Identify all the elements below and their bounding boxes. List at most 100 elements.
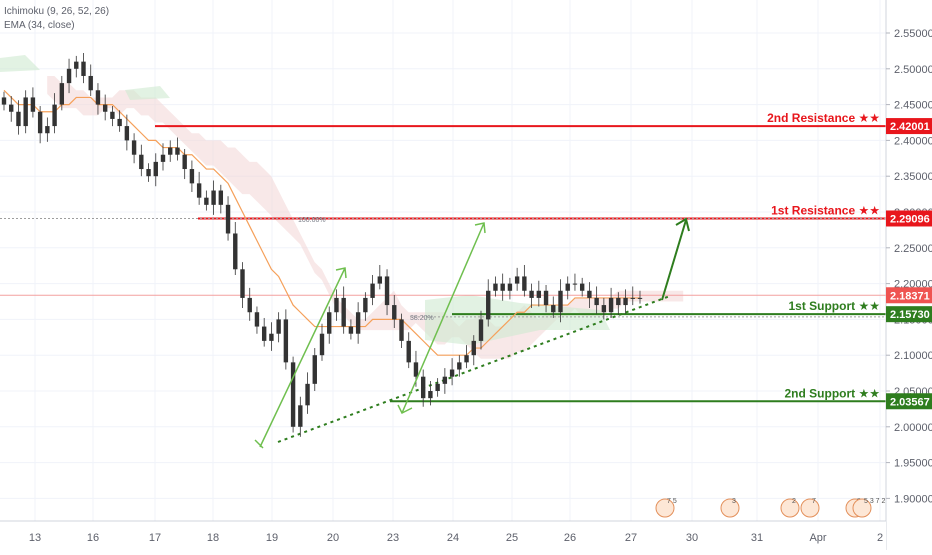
- candle: [384, 269, 390, 316]
- fib-label: 100.00%: [298, 217, 326, 224]
- price-tick-label: 2.50000: [894, 64, 932, 76]
- candle: [514, 267, 520, 291]
- economic-event-badge[interactable]: 2: [780, 498, 800, 518]
- price-tick-label: 1.95000: [894, 458, 932, 470]
- candle-body: [131, 140, 137, 155]
- candle: [117, 110, 122, 132]
- candle-body: [45, 126, 50, 134]
- candle-body: [435, 383, 440, 391]
- fib-label: 38.20%: [410, 315, 434, 322]
- economic-event-badge[interactable]: 5 3 7 2: [852, 498, 886, 518]
- candle: [363, 292, 368, 321]
- economic-event-badge[interactable]: 3: [720, 498, 740, 518]
- candle: [442, 368, 448, 394]
- candle-body: [500, 283, 505, 291]
- candle: [74, 55, 79, 78]
- candle: [572, 273, 578, 291]
- candle-body: [110, 111, 115, 119]
- candle-body: [218, 190, 224, 205]
- ema-legend[interactable]: EMA (34, close): [4, 20, 75, 31]
- candle-body: [529, 290, 534, 298]
- candle: [420, 369, 426, 407]
- candle-body: [319, 333, 325, 356]
- event-badge-label: 2: [792, 498, 796, 505]
- event-badge-circle: [780, 498, 800, 518]
- candle: [630, 286, 635, 306]
- candle-body: [124, 126, 130, 141]
- candle: [435, 378, 440, 397]
- candle: [88, 64, 93, 97]
- price-tick-label: 2.55000: [894, 28, 932, 40]
- price-tick-label: 1.90000: [894, 493, 932, 505]
- time-tick-label: 2: [877, 532, 883, 544]
- time-tick-label: 19: [266, 532, 278, 544]
- wave-arrow: [401, 222, 485, 414]
- candle: [543, 285, 549, 313]
- candle: [355, 302, 361, 344]
- candle: [500, 273, 505, 301]
- candle: [168, 140, 173, 162]
- candle-body: [594, 297, 599, 306]
- candle: [59, 75, 65, 111]
- candle-body: [305, 383, 310, 406]
- candle: [457, 355, 462, 377]
- candle: [587, 282, 592, 308]
- candle-body: [630, 297, 635, 299]
- time-tick-label: Apr: [809, 532, 826, 544]
- candle-body: [269, 333, 274, 341]
- price-axis-bg: [886, 0, 932, 550]
- candle: [464, 345, 469, 369]
- level-label: 1st Resistance ★★: [771, 203, 880, 217]
- ichimoku-legend[interactable]: Ichimoku (9, 26, 52, 26): [4, 6, 110, 17]
- ichimoku-cloud-green: [0, 55, 40, 72]
- economic-event-badge[interactable]: 7 5: [655, 498, 677, 518]
- candle: [131, 133, 137, 164]
- candle: [558, 279, 563, 323]
- candle: [341, 286, 346, 334]
- candle-body: [88, 75, 93, 91]
- candle: [529, 283, 534, 308]
- wave-arrow-tick: [254, 439, 264, 449]
- wave-arrow-head: [335, 267, 347, 279]
- event-badge-label: 3: [732, 498, 736, 505]
- candle: [449, 358, 455, 386]
- candle: [45, 117, 50, 142]
- candle-body: [486, 290, 491, 320]
- time-tick-label: 13: [29, 532, 41, 544]
- candle: [189, 160, 195, 192]
- level-label: 1st Support ★★: [788, 299, 880, 313]
- candle-body: [254, 312, 260, 327]
- candle-body: [81, 61, 86, 76]
- ichimoku-cloud-green: [425, 295, 610, 345]
- candle: [1, 91, 7, 111]
- event-badge-label: 7 5: [667, 498, 677, 505]
- candle-body: [95, 90, 101, 105]
- economic-event-badge[interactable]: 7: [800, 498, 820, 518]
- candle-body: [478, 319, 484, 341]
- candle-body: [240, 269, 245, 298]
- candle-body: [377, 276, 383, 284]
- candle-body: [543, 290, 549, 306]
- price-tag: [886, 210, 932, 227]
- candle: [139, 144, 144, 177]
- candle-body: [117, 118, 122, 127]
- candle-body: [522, 276, 527, 291]
- candle: [312, 348, 317, 391]
- candle-body: [211, 190, 216, 205]
- candle-body: [146, 169, 151, 177]
- candle-body: [370, 283, 375, 298]
- candle: [507, 277, 513, 300]
- candle: [608, 287, 614, 318]
- candle-body: [102, 104, 108, 112]
- time-tick-label: 20: [327, 532, 339, 544]
- candle-body: [457, 362, 462, 370]
- candle: [269, 322, 274, 351]
- event-badge-circle: [800, 498, 820, 518]
- candle-body: [413, 362, 419, 377]
- candle: [283, 309, 289, 370]
- candle: [52, 93, 57, 134]
- candle: [218, 184, 224, 214]
- candle: [616, 292, 621, 316]
